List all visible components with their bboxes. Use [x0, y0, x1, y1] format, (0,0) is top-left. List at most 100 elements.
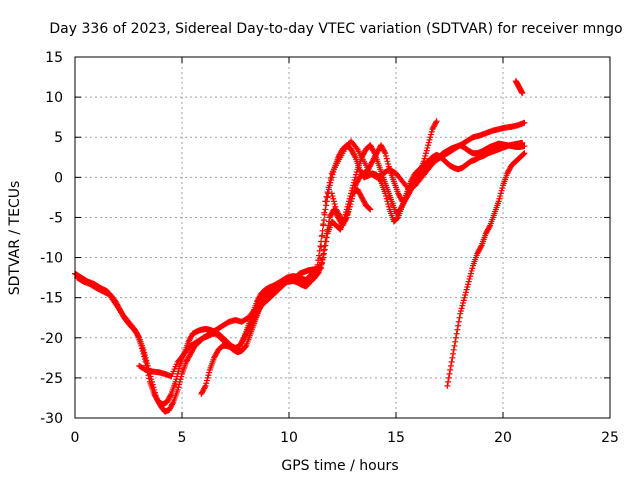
data-point — [415, 171, 422, 178]
data-point — [152, 392, 159, 399]
y-tick-label: 15 — [45, 50, 63, 66]
data-points — [72, 78, 528, 415]
x-tick-label: 10 — [280, 430, 298, 446]
data-point — [469, 265, 476, 272]
data-point — [151, 386, 158, 393]
data-point — [498, 187, 505, 194]
data-point — [496, 195, 503, 202]
data-point — [455, 322, 462, 329]
data-point — [321, 209, 328, 216]
data-point — [457, 310, 464, 317]
data-point — [384, 158, 391, 165]
data-point — [324, 226, 331, 233]
data-point — [460, 300, 467, 307]
data-point — [149, 378, 156, 385]
data-point — [169, 400, 176, 407]
data-point — [465, 281, 472, 288]
data-point — [383, 152, 390, 159]
data-point — [425, 139, 432, 146]
data-point — [142, 354, 149, 361]
data-point — [326, 179, 333, 186]
chart-title: Day 336 of 2023, Sidereal Day-to-day VTE… — [49, 21, 622, 37]
data-point — [176, 381, 183, 388]
data-point — [458, 305, 465, 312]
data-point — [451, 342, 458, 349]
y-tick-label: 10 — [45, 90, 63, 106]
data-point — [422, 150, 429, 157]
data-point — [167, 392, 174, 399]
data-point — [353, 171, 360, 178]
data-point — [385, 163, 392, 170]
data-point — [144, 360, 151, 367]
data-point — [468, 267, 475, 274]
data-point — [141, 352, 148, 359]
data-point — [457, 308, 464, 315]
data-point — [201, 384, 208, 391]
data-point — [461, 294, 468, 301]
data-point — [460, 297, 467, 304]
data-point — [325, 222, 332, 229]
data-point — [450, 346, 457, 353]
data-point — [462, 289, 469, 296]
data-point — [446, 370, 453, 377]
data-point — [459, 302, 466, 309]
data-point — [466, 275, 473, 282]
data-point — [421, 155, 428, 162]
data-point — [148, 376, 155, 383]
y-tick-label: -15 — [40, 291, 63, 307]
data-point — [425, 142, 432, 149]
data-point — [346, 203, 353, 210]
data-point — [322, 198, 329, 205]
data-point — [320, 217, 327, 224]
data-point — [497, 193, 504, 200]
y-tick-label: -30 — [40, 411, 63, 427]
data-point — [452, 334, 459, 341]
data-point — [427, 131, 434, 138]
data-point — [445, 378, 452, 385]
data-point — [427, 134, 434, 141]
data-point — [521, 119, 528, 126]
data-point — [328, 190, 335, 197]
data-point — [383, 155, 390, 162]
y-tick-labels: -30 -25 -20 -15 -10 -5 0 5 10 15 — [40, 50, 63, 427]
data-point — [449, 354, 456, 361]
data-point — [462, 291, 469, 298]
data-point — [383, 193, 390, 200]
data-point — [318, 243, 325, 250]
data-point — [348, 198, 355, 205]
data-point — [385, 201, 392, 208]
data-point — [423, 147, 430, 154]
data-point — [432, 119, 439, 126]
data-point — [318, 260, 325, 267]
data-point — [319, 256, 326, 263]
data-point — [499, 185, 506, 192]
data-point — [465, 278, 472, 285]
x-tick-label: 15 — [387, 430, 405, 446]
data-point — [322, 206, 329, 213]
data-point — [452, 338, 459, 345]
x-axis-label: GPS time / hours — [281, 458, 398, 474]
data-point — [521, 150, 528, 157]
data-point — [329, 193, 336, 200]
data-point — [174, 386, 181, 393]
data-point — [353, 144, 360, 151]
data-point — [176, 378, 183, 385]
data-point — [519, 90, 526, 97]
data-point — [143, 357, 150, 364]
data-point — [383, 195, 390, 202]
data-point — [327, 175, 334, 182]
grid-lines — [75, 57, 610, 418]
data-point — [323, 202, 330, 209]
data-point — [315, 252, 322, 259]
x-tick-label: 0 — [71, 430, 80, 446]
data-point — [456, 314, 463, 321]
data-point — [202, 382, 209, 389]
data-point — [464, 283, 471, 290]
data-point — [320, 251, 327, 258]
data-point — [330, 198, 337, 205]
data-point — [320, 247, 327, 254]
x-tick-labels: 0 5 10 15 20 25 — [71, 430, 619, 446]
data-point — [385, 160, 392, 167]
data-point — [463, 286, 470, 293]
data-point — [177, 376, 184, 383]
